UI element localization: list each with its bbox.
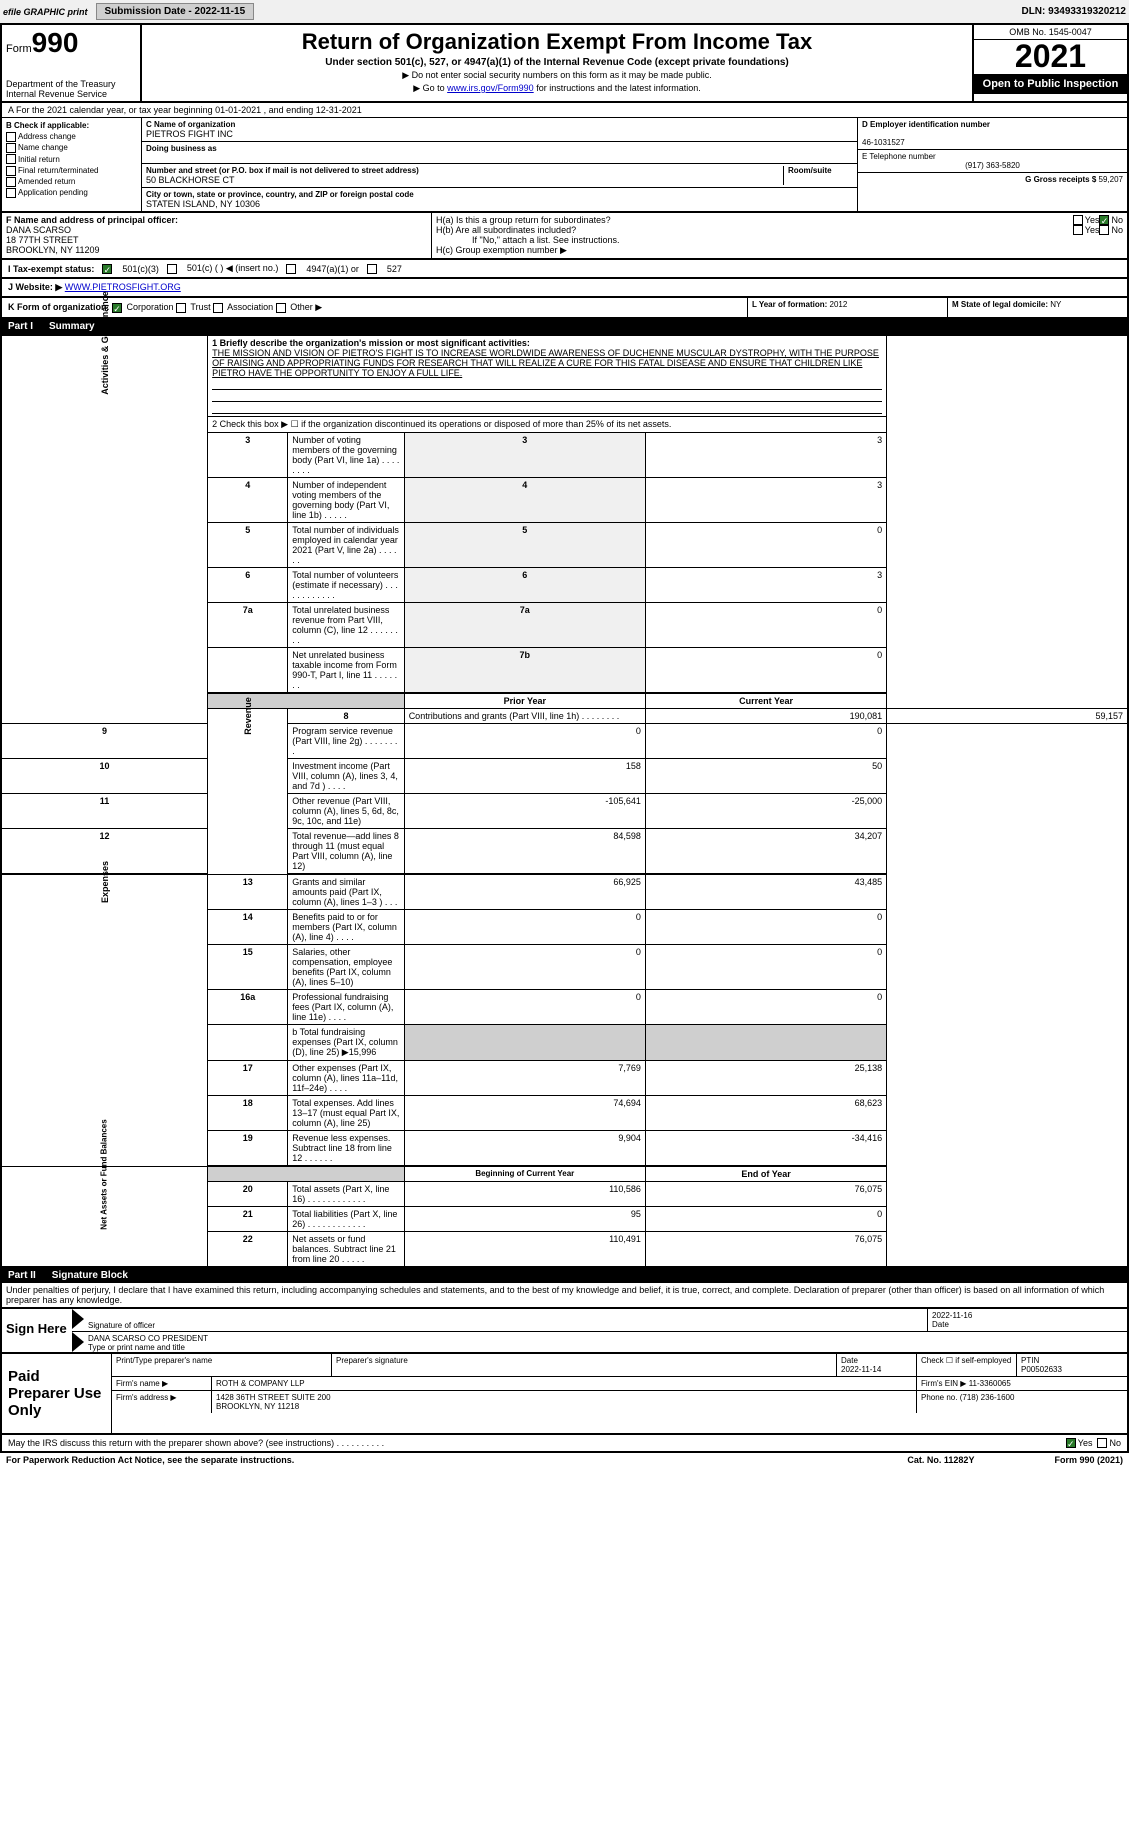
ptin: P00502633 [1021, 1365, 1062, 1374]
cb-trust[interactable] [176, 303, 186, 313]
irs-link[interactable]: www.irs.gov/Form990 [447, 83, 534, 93]
sig-decl: Under penalties of perjury, I declare th… [0, 1283, 1129, 1309]
arrow-icon [72, 1309, 84, 1329]
row-i: I Tax-exempt status: ✓501(c)(3) 501(c) (… [0, 260, 1129, 279]
cb-4947[interactable] [286, 264, 296, 274]
hb-yes[interactable] [1073, 225, 1083, 235]
org-name: PIETROS FIGHT INC [146, 129, 233, 139]
cb-pending[interactable] [6, 188, 16, 198]
form-sub: Under section 501(c), 527, or 4947(a)(1)… [146, 57, 968, 68]
hb-no[interactable] [1099, 225, 1109, 235]
efile-label: efile GRAPHIC print [3, 7, 88, 17]
paid-title: Paid Preparer Use Only [2, 1354, 112, 1433]
part2-header: Part II Signature Block [0, 1268, 1129, 1283]
officer-name: DANA SCARSO [6, 225, 71, 235]
part1-header: Part I Summary [0, 319, 1129, 334]
section-bc: B Check if applicable: Address change Na… [0, 118, 1129, 213]
state: NY [1050, 300, 1061, 309]
row-j: J Website: ▶ WWW.PIETROSFIGHT.ORG [0, 279, 1129, 298]
cb-501c[interactable] [167, 264, 177, 274]
year-formation: 2012 [830, 300, 848, 309]
cb-assoc[interactable] [213, 303, 223, 313]
cb-final[interactable] [6, 166, 16, 176]
tax-year: 2021 [974, 40, 1127, 74]
arrow-icon [72, 1332, 84, 1352]
cb-amended[interactable] [6, 177, 16, 187]
col-b: B Check if applicable: Address change Na… [2, 118, 142, 211]
form-number: 990 [32, 27, 79, 58]
row-kl: K Form of organization: ✓ Corporation Tr… [0, 298, 1129, 319]
gross: 59,207 [1099, 175, 1123, 184]
form-left: Form990 Department of the Treasury Inter… [2, 25, 142, 101]
irs: Internal Revenue Service [6, 89, 136, 99]
col-h: H(a) Is this a group return for subordin… [432, 213, 1127, 258]
side-exp: Expenses [100, 861, 110, 903]
cb-name[interactable] [6, 143, 16, 153]
mission: THE MISSION AND VISION OF PIETRO'S FIGHT… [212, 348, 879, 378]
side-rev: Revenue [243, 697, 253, 735]
tel: (917) 363-5820 [862, 161, 1123, 170]
b-label: B Check if applicable: [6, 120, 137, 131]
cb-addr[interactable] [6, 132, 16, 142]
dept: Department of the Treasury [6, 79, 136, 89]
org-city: STATEN ISLAND, NY 10306 [146, 199, 260, 209]
col-d: D Employer identification number46-10315… [857, 118, 1127, 211]
form-prefix: Form [6, 43, 32, 55]
form-header: Form990 Department of the Treasury Inter… [0, 23, 1129, 103]
section-fh: F Name and address of principal officer:… [0, 213, 1129, 260]
website-link[interactable]: WWW.PIETROSFIGHT.ORG [65, 282, 181, 292]
top-bar: efile GRAPHIC print Submission Date - 20… [0, 0, 1129, 23]
row-a: A For the 2021 calendar year, or tax yea… [0, 103, 1129, 118]
row-k: K Form of organization: ✓ Corporation Tr… [2, 298, 747, 317]
submission-date[interactable]: Submission Date - 2022-11-15 [96, 3, 255, 20]
note1: ▶ Do not enter social security numbers o… [146, 70, 968, 81]
sig-name: DANA SCARSO CO PRESIDENT [88, 1334, 208, 1343]
sig-date: 2022-11-16 [932, 1311, 972, 1320]
side-ag: Activities & Governance [100, 291, 110, 395]
paid-block: Paid Preparer Use Only Print/Type prepar… [0, 1354, 1129, 1435]
firm-name: ROTH & COMPANY LLP [212, 1377, 917, 1390]
cb-corp[interactable]: ✓ [112, 303, 122, 313]
discuss-yes[interactable]: ✓ [1066, 1438, 1076, 1448]
ha-yes[interactable] [1073, 215, 1083, 225]
firm-ein: 11-3360065 [969, 1379, 1011, 1388]
footer-discuss: May the IRS discuss this return with the… [0, 1435, 1129, 1453]
summary-table: Activities & Governance 1 Briefly descri… [0, 334, 1129, 1268]
ein: 46-1031527 [862, 138, 905, 147]
cb-501c3[interactable]: ✓ [102, 264, 112, 274]
dln: DLN: 93493319320212 [1021, 6, 1126, 17]
cb-initial[interactable] [6, 154, 16, 164]
side-net: Net Assets or Fund Balances [100, 1119, 109, 1229]
sign-here: Sign Here [2, 1309, 72, 1352]
open-public: Open to Public Inspection [974, 74, 1127, 94]
footer: For Paperwork Reduction Act Notice, see … [0, 1453, 1129, 1467]
col-f: F Name and address of principal officer:… [2, 213, 432, 258]
prep-date: 2022-11-14 [841, 1365, 881, 1374]
v3: 3 [645, 433, 886, 478]
discuss-no[interactable] [1097, 1438, 1107, 1448]
col-c: C Name of organizationPIETROS FIGHT INC … [142, 118, 857, 211]
org-addr: 50 BLACKHORSE CT [146, 175, 235, 185]
firm-phone: (718) 236-1600 [960, 1393, 1015, 1402]
form-title: Return of Organization Exempt From Incom… [146, 29, 968, 55]
cb-527[interactable] [367, 264, 377, 274]
ha-no[interactable]: ✓ [1099, 215, 1109, 225]
form-center: Return of Organization Exempt From Incom… [142, 25, 972, 101]
form-right: OMB No. 1545-0047 2021 Open to Public In… [972, 25, 1127, 101]
note2: ▶ Go to www.irs.gov/Form990 for instruct… [146, 83, 968, 94]
cb-other[interactable] [276, 303, 286, 313]
